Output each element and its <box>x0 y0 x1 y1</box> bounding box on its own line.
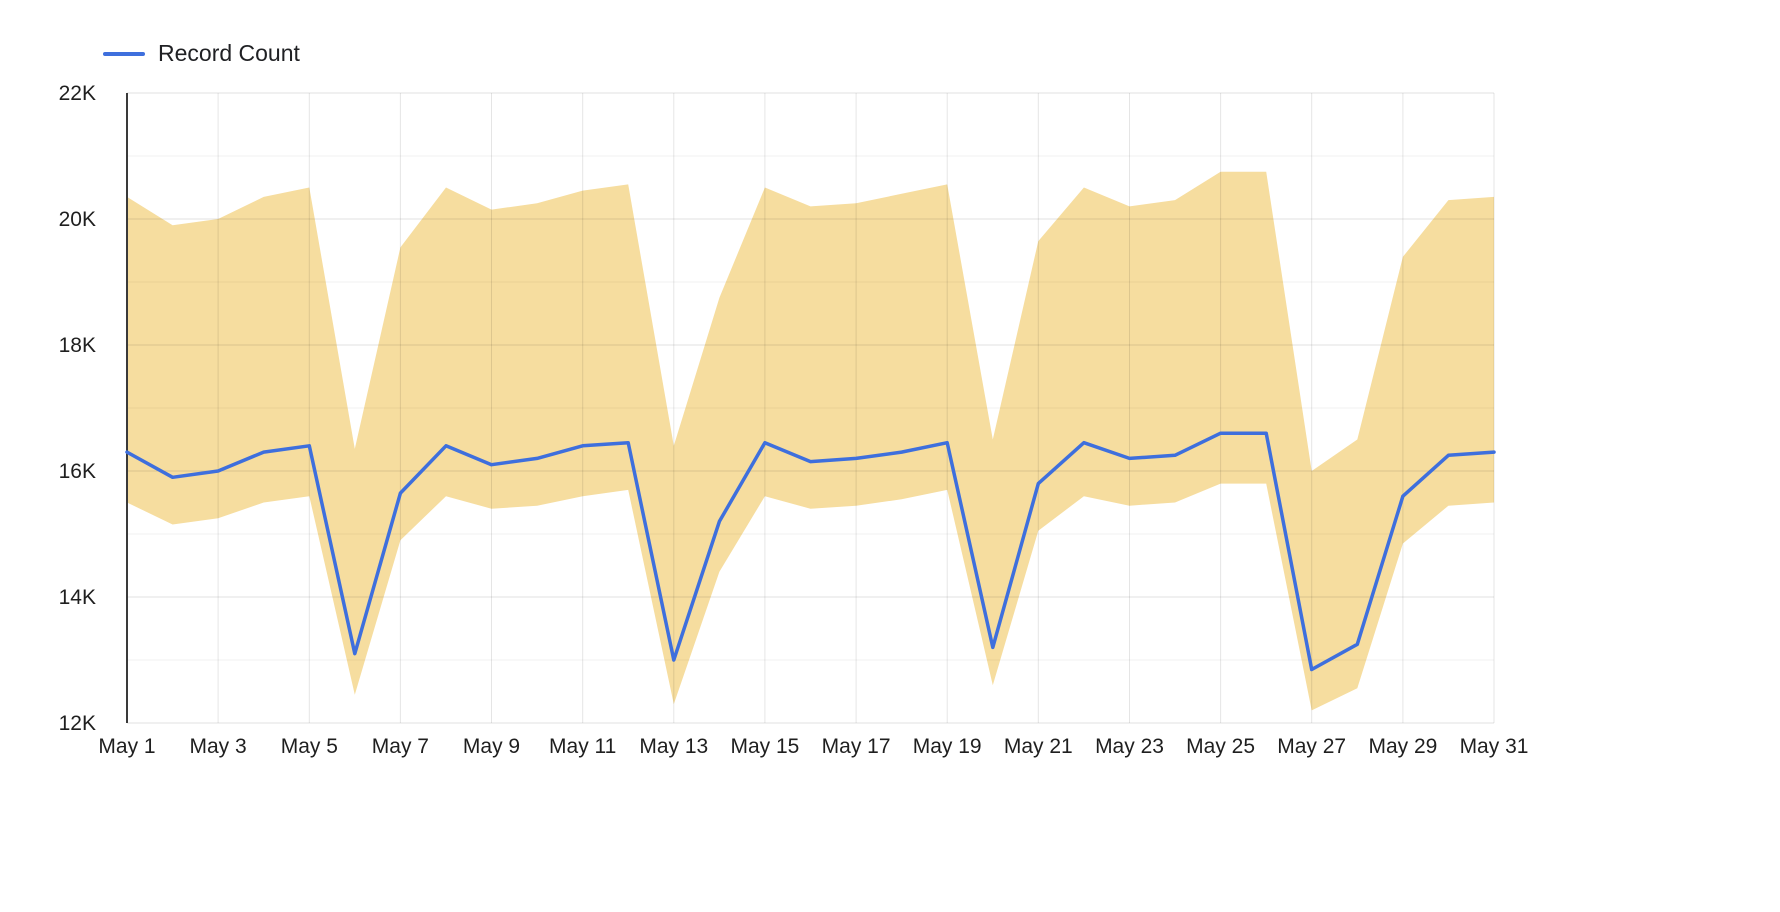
x-axis-tick-label: May 1 <box>98 735 155 758</box>
x-axis-tick-label: May 9 <box>463 735 520 758</box>
x-axis-tick-label: May 23 <box>1095 735 1164 758</box>
legend-label: Record Count <box>158 40 300 66</box>
x-axis-tick-label: May 7 <box>372 735 429 758</box>
confidence-band <box>127 171 1494 711</box>
x-axis-tick-label: May 27 <box>1277 735 1346 758</box>
x-axis-tick-label: May 25 <box>1186 735 1255 758</box>
x-axis-tick-label: May 3 <box>190 735 247 758</box>
y-axis-tick-label: 12K <box>59 712 96 735</box>
y-axis-tick-label: 18K <box>59 334 96 357</box>
legend[interactable]: Record Count <box>103 42 300 65</box>
x-axis-tick-label: May 13 <box>639 735 708 758</box>
x-axis-tick-label: May 15 <box>730 735 799 758</box>
x-axis-tick-label: May 5 <box>281 735 338 758</box>
y-axis-tick-label: 14K <box>59 586 96 609</box>
x-axis-tick-label: May 21 <box>1004 735 1073 758</box>
record-count-line <box>125 431 1496 672</box>
y-axis-tick-label: 22K <box>59 82 96 105</box>
x-axis-tick-label: May 29 <box>1368 735 1437 758</box>
y-axis-tick-label: 16K <box>59 460 96 483</box>
x-axis-tick-label: May 31 <box>1460 735 1529 758</box>
x-axis-tick-label: May 19 <box>913 735 982 758</box>
y-axis-tick-label: 20K <box>59 208 96 231</box>
x-axis-tick-label: May 11 <box>549 735 616 758</box>
x-axis-tick-label: May 17 <box>822 735 891 758</box>
legend-line-swatch <box>103 51 145 56</box>
